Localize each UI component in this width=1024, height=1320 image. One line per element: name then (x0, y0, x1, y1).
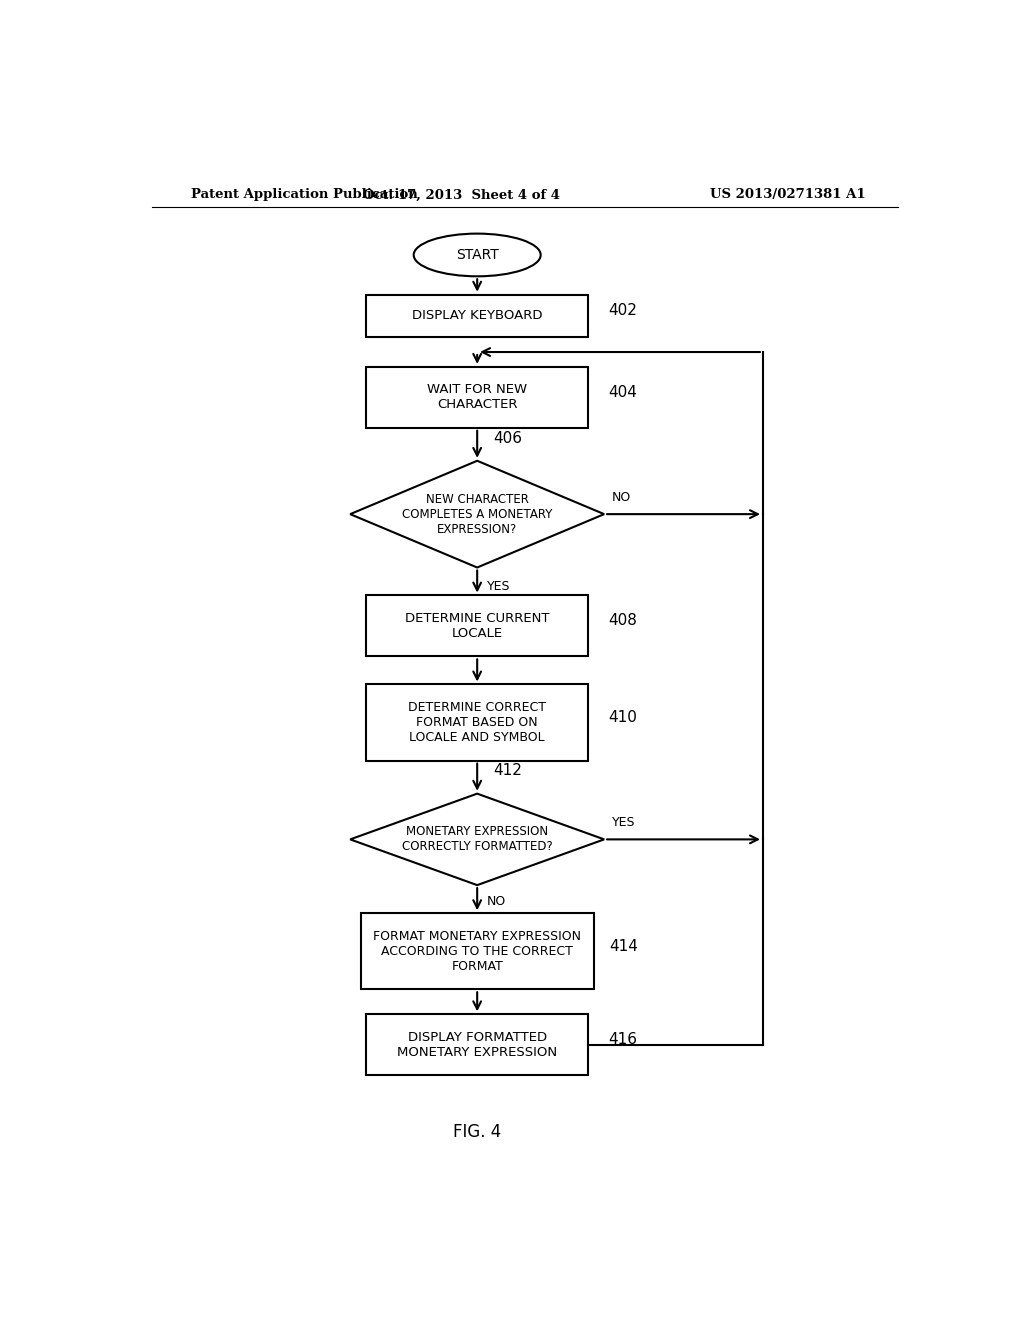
Text: US 2013/0271381 A1: US 2013/0271381 A1 (711, 189, 866, 202)
Text: Oct. 17, 2013  Sheet 4 of 4: Oct. 17, 2013 Sheet 4 of 4 (362, 189, 560, 202)
Text: 404: 404 (608, 384, 637, 400)
Text: 406: 406 (494, 430, 522, 446)
Text: 402: 402 (608, 304, 637, 318)
Text: Patent Application Publication: Patent Application Publication (191, 189, 418, 202)
Text: 412: 412 (494, 763, 522, 779)
Text: YES: YES (612, 816, 636, 829)
Text: MONETARY EXPRESSION
CORRECTLY FORMATTED?: MONETARY EXPRESSION CORRECTLY FORMATTED? (401, 825, 553, 854)
Text: DISPLAY KEYBOARD: DISPLAY KEYBOARD (412, 309, 543, 322)
Text: NO: NO (486, 895, 506, 908)
Text: YES: YES (486, 579, 510, 593)
Text: DETERMINE CORRECT
FORMAT BASED ON
LOCALE AND SYMBOL: DETERMINE CORRECT FORMAT BASED ON LOCALE… (409, 701, 546, 744)
Text: 410: 410 (608, 710, 637, 725)
Text: WAIT FOR NEW
CHARACTER: WAIT FOR NEW CHARACTER (427, 383, 527, 412)
Text: 416: 416 (608, 1032, 637, 1047)
Text: NO: NO (612, 491, 632, 504)
Text: DISPLAY FORMATTED
MONETARY EXPRESSION: DISPLAY FORMATTED MONETARY EXPRESSION (397, 1031, 557, 1059)
Text: FORMAT MONETARY EXPRESSION
ACCORDING TO THE CORRECT
FORMAT: FORMAT MONETARY EXPRESSION ACCORDING TO … (373, 929, 582, 973)
Text: DETERMINE CURRENT
LOCALE: DETERMINE CURRENT LOCALE (404, 612, 550, 640)
Text: 414: 414 (609, 939, 639, 953)
Text: 408: 408 (608, 614, 637, 628)
Text: START: START (456, 248, 499, 261)
Text: NEW CHARACTER
COMPLETES A MONETARY
EXPRESSION?: NEW CHARACTER COMPLETES A MONETARY EXPRE… (402, 492, 552, 536)
Text: FIG. 4: FIG. 4 (453, 1123, 502, 1140)
